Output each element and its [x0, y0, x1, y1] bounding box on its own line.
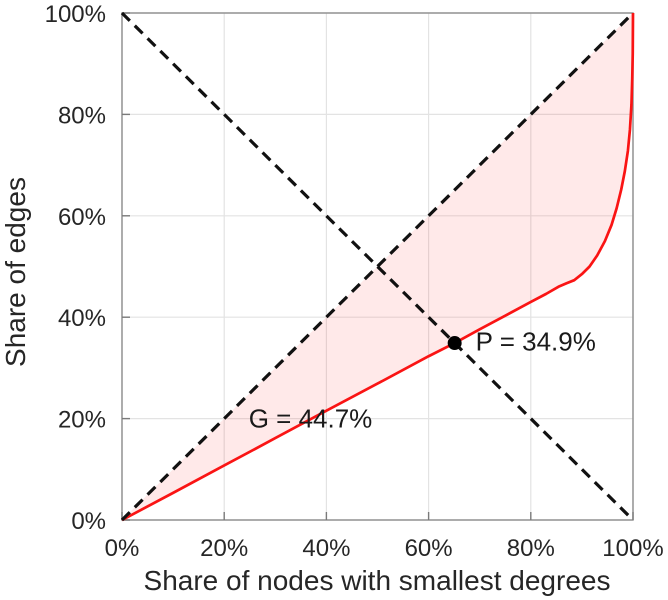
x-tick-label: 80%	[507, 535, 555, 562]
x-tick-label: 0%	[105, 535, 140, 562]
anti-diagonal-line	[120, 11, 635, 522]
x-tick-label: 20%	[200, 535, 248, 562]
x-tick-label: 60%	[405, 535, 453, 562]
lorenz-curve-line	[121, 12, 635, 522]
x-tick-label: 40%	[302, 535, 350, 562]
intersection-point-marker	[447, 336, 462, 351]
gini-annotation: G = 44.7%	[249, 404, 373, 434]
inequality-area-fill	[122, 13, 633, 520]
plot-box-border	[121, 12, 634, 521]
y-tick-label: 20%	[58, 407, 106, 434]
y-tick-label: 0%	[71, 508, 106, 535]
y-axis-title: Share of edges	[0, 177, 31, 367]
x-axis-title: Share of nodes with smallest degrees	[143, 565, 611, 596]
y-tick-label: 80%	[58, 102, 106, 129]
p-annotation: P = 34.9%	[476, 327, 596, 357]
y-tick-label: 40%	[58, 305, 106, 332]
equality-diagonal-line	[120, 11, 635, 522]
y-tick-label: 60%	[58, 204, 106, 231]
x-tick-label: 100%	[602, 535, 663, 562]
y-tick-label: 100%	[45, 1, 106, 28]
